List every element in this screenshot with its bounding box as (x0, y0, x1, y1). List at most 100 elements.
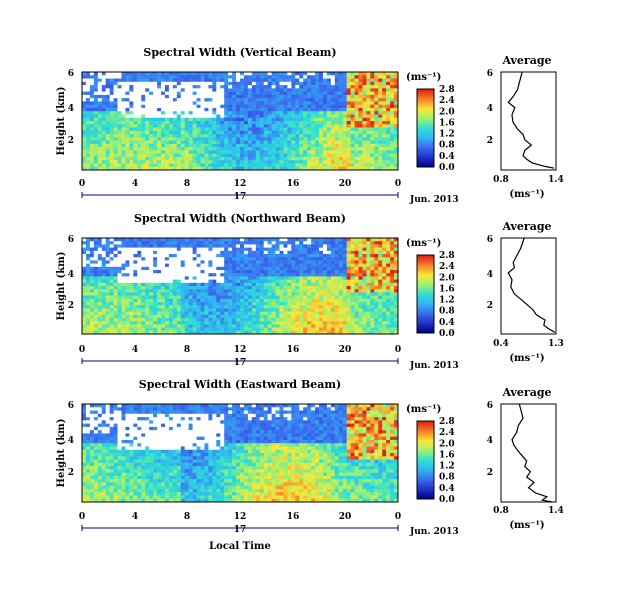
heatmap-cell (192, 143, 197, 148)
heatmap-cell (283, 117, 288, 122)
heatmap-cell (97, 166, 103, 170)
colorbar-tick-label: 1.6 (439, 284, 455, 294)
heatmap-cell (85, 413, 91, 418)
heatmap-cell (232, 241, 237, 245)
heatmap-cell (243, 311, 249, 316)
heatmap-cell (180, 327, 186, 332)
heatmap-cell (338, 111, 344, 115)
heatmap-cell (117, 107, 122, 112)
heatmap-cell (184, 140, 190, 145)
heatmap-cell (236, 298, 241, 303)
heatmap-cell (275, 117, 280, 122)
heatmap-cell (212, 98, 217, 102)
heatmap-cell (370, 124, 375, 128)
heatmap-cell (378, 98, 383, 102)
heatmap-cell (161, 143, 166, 148)
heatmap-cell (354, 107, 359, 112)
heatmap-cell (188, 311, 193, 316)
heatmap-cell (334, 75, 340, 79)
heatmap-cell (149, 289, 154, 293)
heatmap-cell (200, 150, 205, 155)
heatmap-cell (85, 72, 91, 76)
heatmap-cell (129, 81, 134, 86)
heatmap-cell (82, 420, 87, 424)
heatmap-cell (228, 163, 233, 168)
heatmap-cell (279, 163, 284, 168)
heatmap-cell (192, 160, 197, 164)
heatmap-cell (315, 282, 320, 287)
heatmap-cell (82, 273, 87, 277)
heatmap-cell (382, 104, 387, 109)
heatmap-cell (161, 254, 166, 258)
heatmap-cell (228, 75, 233, 79)
heatmap-cell (326, 150, 332, 155)
colorbar (416, 254, 435, 334)
heatmap-cell (374, 257, 379, 261)
heatmap-cell (172, 130, 178, 135)
heatmap-cell (133, 318, 138, 322)
heatmap-cell (247, 270, 253, 274)
heatmap-cell (346, 318, 351, 322)
heatmap-cell (228, 263, 233, 268)
heatmap-cell (322, 166, 328, 170)
heatmap-cell (208, 127, 213, 132)
heatmap-cell (133, 98, 138, 102)
heatmap-cell (350, 143, 355, 148)
heatmap-cell (299, 330, 304, 334)
heatmap-cell (113, 72, 118, 76)
heatmap-cell (85, 88, 91, 92)
heatmap-cell (275, 163, 280, 168)
heatmap-cell (141, 327, 146, 332)
heatmap-cell (366, 134, 371, 138)
heatmap-cell (319, 143, 324, 148)
heatmap-cell (263, 276, 269, 280)
heatmap-cell (117, 305, 122, 309)
heatmap-cell (330, 279, 336, 284)
heatmap-cell (267, 238, 272, 242)
heatmap-cell (204, 279, 209, 284)
heatmap-cell (240, 117, 245, 122)
y-axis-label: Height (km) (56, 252, 67, 321)
heatmap-cell (224, 279, 229, 284)
heatmap-cell (216, 260, 221, 264)
heatmap-cell (82, 88, 87, 92)
heatmap-cell (255, 117, 261, 122)
heatmap-cell (172, 276, 178, 280)
heatmap-cell (82, 295, 87, 300)
heatmap-cell (89, 498, 95, 502)
heatmap-cell (204, 91, 209, 96)
heatmap-cell (350, 98, 355, 102)
heatmap-cell (133, 308, 138, 312)
heatmap-cell (259, 137, 265, 141)
heatmap-cell (378, 238, 383, 242)
heatmap-cell (330, 327, 336, 332)
heatmap-cell (382, 156, 387, 161)
heatmap-cell (267, 279, 272, 284)
heatmap-cell (220, 153, 225, 158)
heatmap-cell (133, 250, 138, 255)
heatmap-cell (295, 124, 300, 128)
heatmap-cell (161, 250, 166, 255)
heatmap-cell (133, 163, 138, 168)
heatmap-cell (319, 130, 324, 135)
heatmap-cell (232, 124, 237, 128)
heatmap-cell (295, 244, 300, 248)
heatmap-cell (279, 98, 284, 102)
heatmap-cell (247, 330, 253, 334)
heatmap-cell (153, 327, 158, 332)
heatmap-cell (362, 324, 367, 328)
heatmap-cell (168, 270, 174, 274)
heatmap-cell (287, 324, 292, 328)
heatmap-cell (200, 98, 205, 102)
heatmap-cell (109, 263, 114, 268)
heatmap-cell (113, 263, 118, 268)
heatmap-cell (255, 78, 261, 83)
heatmap-cell (267, 266, 272, 271)
heatmap-cell (291, 266, 296, 271)
heatmap-cell (291, 286, 296, 290)
heatmap-cell (145, 318, 150, 322)
heatmap-cell (240, 75, 245, 79)
heatmap-cell (161, 156, 166, 161)
heatmap-cell (259, 244, 265, 248)
heatmap-cell (125, 94, 130, 99)
